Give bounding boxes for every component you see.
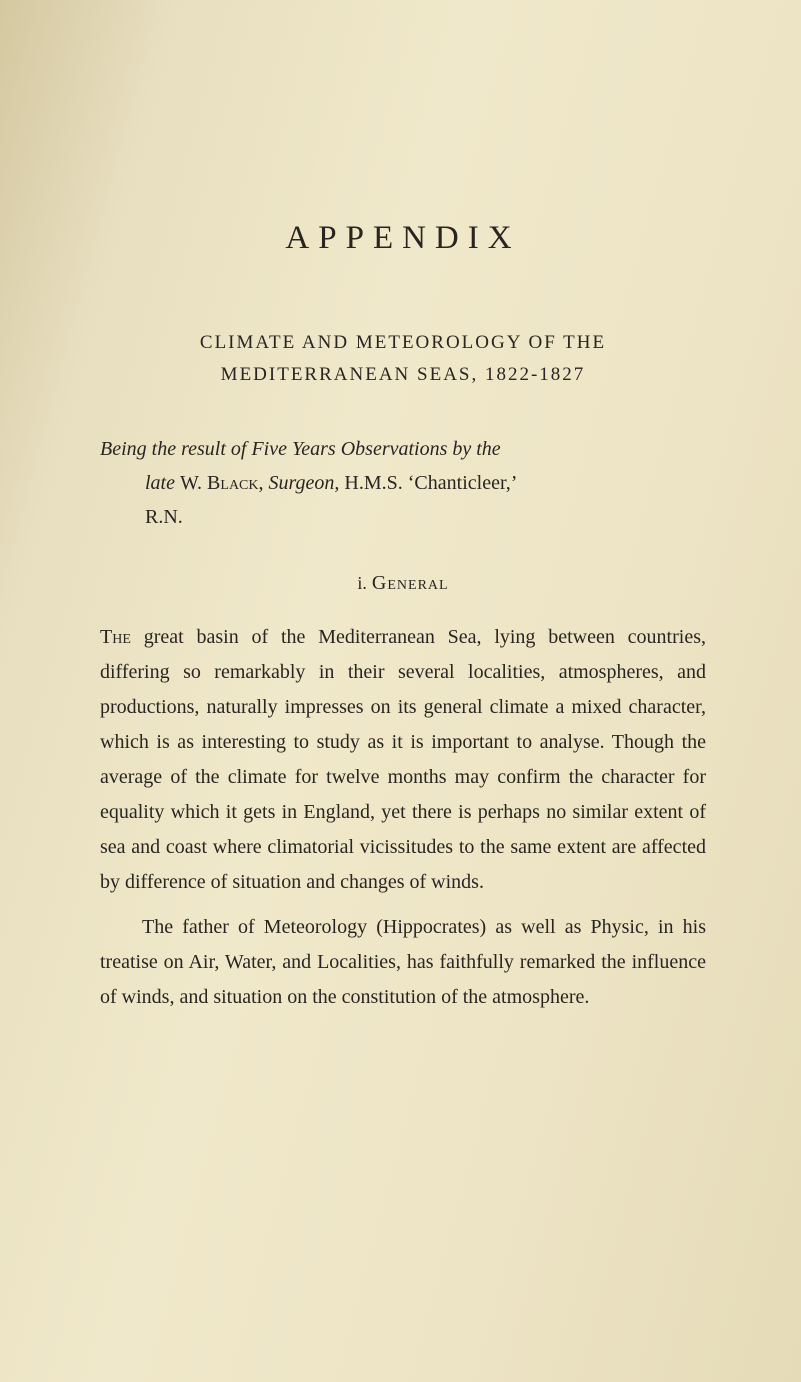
section-number: i.: [357, 573, 367, 593]
citation-comma: ,: [259, 472, 269, 494]
subtitle-block: CLIMATE AND METEOROLOGY OF THE MEDITERRA…: [100, 327, 706, 392]
citation-line-1: Being the result of Five Years Observati…: [100, 432, 706, 466]
appendix-title: APPENDIX: [100, 220, 706, 257]
citation-initial: W.: [180, 472, 207, 494]
section-heading: i. General: [100, 572, 706, 595]
paragraph-2: The father of Meteorology (Hippocrates) …: [100, 910, 706, 1015]
citation-italic-late: late: [145, 472, 180, 494]
citation-line-2: late W. Black, Surgeon, H.M.S. ‘Chanticl…: [100, 466, 706, 500]
citation-block: Being the result of Five Years Observati…: [100, 432, 706, 534]
subtitle-line-1: CLIMATE AND METEOROLOGY OF THE: [100, 327, 706, 359]
citation-ship: H.M.S. ‘Chanticleer,’: [339, 472, 517, 494]
first-word: The: [100, 626, 131, 648]
subtitle-line-2: MEDITERRANEAN SEAS, 1822-1827: [100, 359, 706, 391]
paragraph-1: The great basin of the Mediterranean Sea…: [100, 620, 706, 900]
citation-line-3: R.N.: [100, 500, 706, 534]
section-label: General: [372, 572, 449, 594]
citation-role: Surgeon,: [269, 472, 340, 494]
paragraph-1-body: great basin of the Mediterranean Sea, ly…: [100, 626, 706, 893]
citation-surname: Black: [207, 472, 258, 494]
